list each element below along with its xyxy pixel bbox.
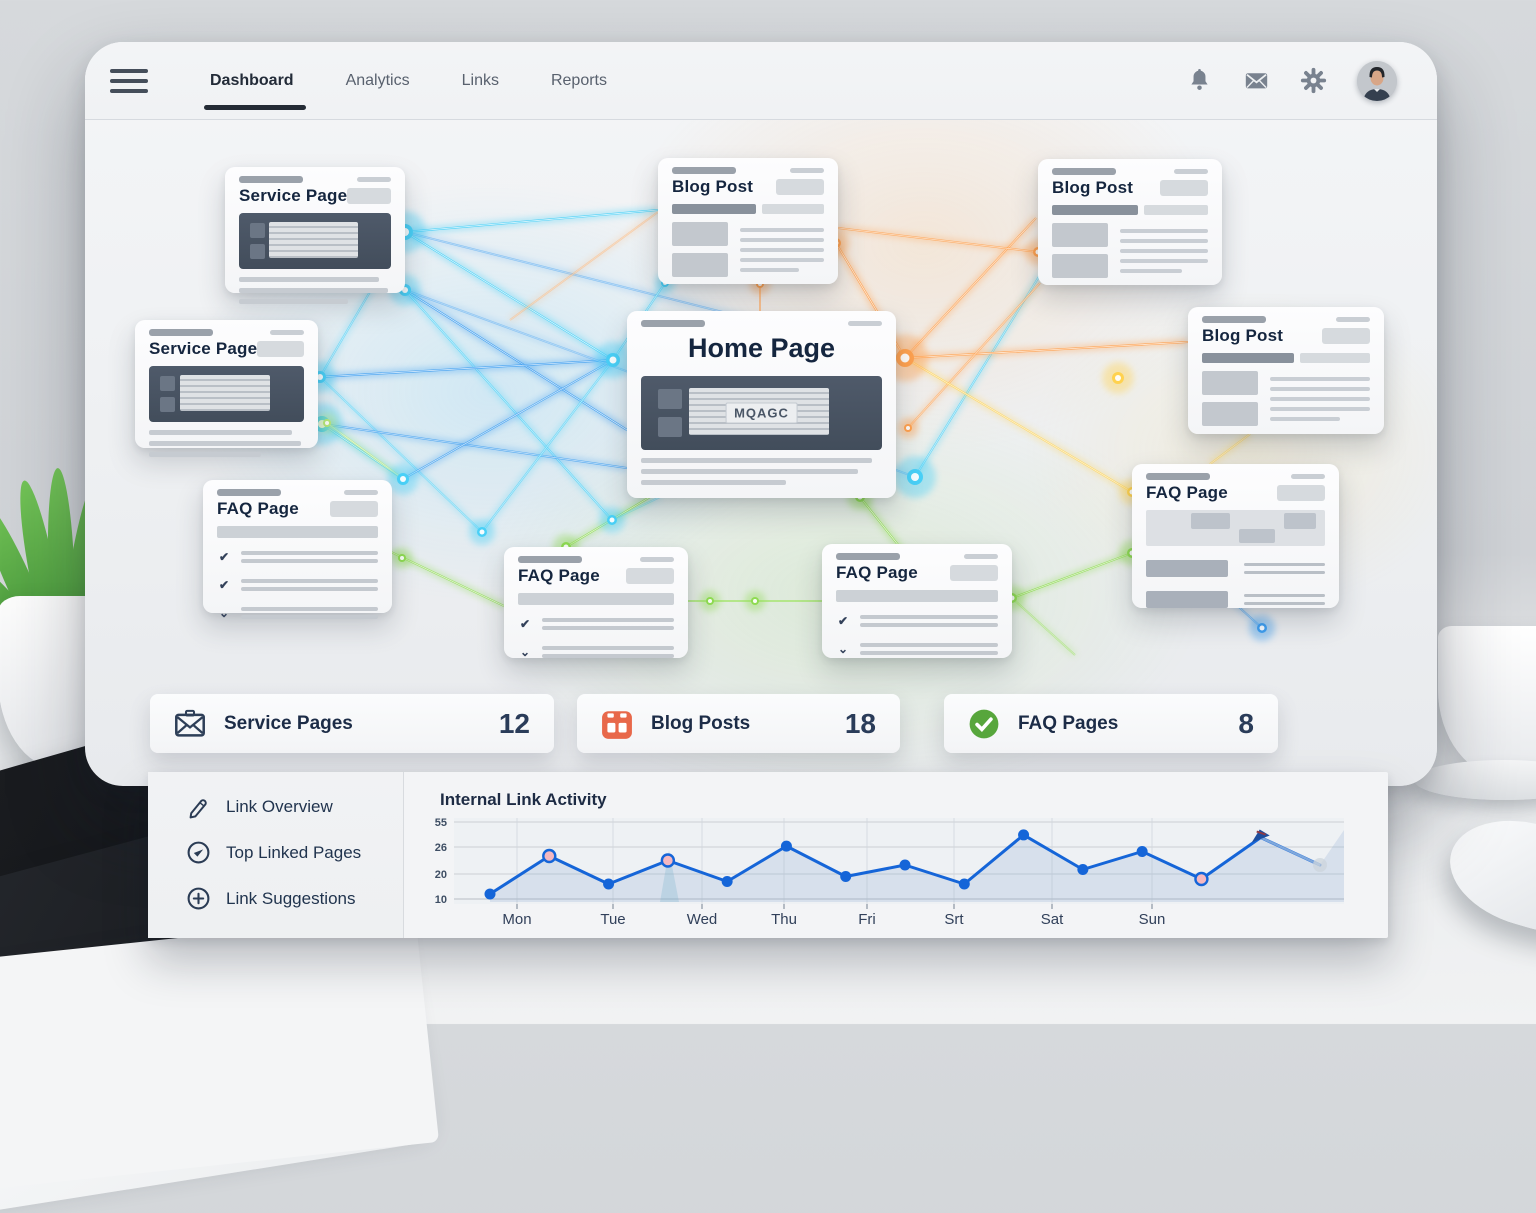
stat-value: 12 bbox=[498, 707, 530, 739]
svg-text:10: 10 bbox=[435, 894, 447, 906]
card-title: FAQ Page bbox=[836, 563, 918, 582]
card-title: Service Page bbox=[149, 339, 258, 358]
svg-text:Srt: Srt bbox=[944, 911, 964, 928]
menu-item-label: Link Overview bbox=[226, 796, 333, 816]
top-nav: Dashboard Analytics Links Reports bbox=[85, 42, 1437, 120]
page-card-blog-right[interactable]: Blog Post bbox=[1188, 307, 1384, 434]
desk-scene: Dashboard Analytics Links Reports bbox=[0, 0, 1536, 1024]
stat-card-service-pages[interactable]: Service Pages 12 bbox=[150, 694, 554, 753]
tab-links[interactable]: Links bbox=[460, 62, 501, 100]
page-card-faq-left[interactable]: FAQ Page ✔ ✔ ⌄ bbox=[203, 480, 392, 619]
svg-text:Sat: Sat bbox=[1041, 911, 1064, 928]
page-card-faq-center[interactable]: FAQ Page ✔ ⌄ bbox=[504, 547, 688, 658]
stat-label: Blog Posts bbox=[651, 712, 751, 734]
white-papers bbox=[0, 914, 432, 1212]
svg-text:26: 26 bbox=[435, 842, 447, 854]
card-title: Blog Post bbox=[1202, 326, 1284, 345]
stat-card-blog-posts[interactable]: Blog Posts 18 bbox=[577, 694, 900, 753]
app-window: Dashboard Analytics Links Reports bbox=[85, 42, 1437, 786]
stat-label: Service Pages bbox=[224, 712, 353, 734]
svg-text:Wed: Wed bbox=[687, 911, 718, 928]
svg-text:Sun: Sun bbox=[1139, 911, 1166, 928]
card-title: Blog Post bbox=[672, 177, 754, 196]
chart-title: Internal Link Activity bbox=[440, 790, 607, 809]
svg-text:Mon: Mon bbox=[502, 911, 531, 928]
menu-item-link-suggestions[interactable]: Link Suggestions bbox=[186, 886, 403, 911]
stat-value: 18 bbox=[844, 707, 876, 739]
page-card-service-top-left[interactable]: Service Page bbox=[225, 167, 405, 304]
bottom-panel: Link Overview Top Linked Pages Link Sugg… bbox=[148, 772, 1388, 938]
title-pill bbox=[1160, 180, 1208, 196]
card-title: Blog Post bbox=[1052, 178, 1134, 197]
title-pill bbox=[1277, 485, 1325, 501]
title-pill bbox=[1322, 328, 1370, 344]
tab-dashboard[interactable]: Dashboard bbox=[204, 62, 306, 110]
card-title: FAQ Page bbox=[1146, 483, 1228, 502]
tab-analytics[interactable]: Analytics bbox=[344, 62, 412, 100]
svg-text:20: 20 bbox=[435, 869, 447, 881]
svg-text:Thu: Thu bbox=[771, 911, 797, 928]
tab-label: Analytics bbox=[345, 71, 410, 89]
mail-icon[interactable] bbox=[1243, 67, 1270, 94]
panel-menu: Link Overview Top Linked Pages Link Sugg… bbox=[148, 772, 404, 938]
nav-tabs: Dashboard Analytics Links Reports bbox=[204, 62, 609, 110]
card-title: FAQ Page bbox=[518, 566, 600, 585]
stat-value: 8 bbox=[1238, 707, 1254, 739]
page-card-home[interactable]: Home Page MQAGC bbox=[627, 311, 896, 498]
page-card-faq-center-right[interactable]: FAQ Page ✔ ⌄ bbox=[822, 544, 1012, 658]
card-title: Service Page bbox=[239, 186, 348, 205]
tab-label: Links bbox=[461, 71, 499, 89]
title-pill bbox=[776, 179, 824, 195]
menu-item-label: Link Suggestions bbox=[226, 888, 356, 908]
card-title: FAQ Page bbox=[217, 499, 299, 518]
nav-actions bbox=[1186, 60, 1397, 101]
user-avatar[interactable] bbox=[1357, 60, 1397, 101]
menu-icon[interactable] bbox=[110, 68, 148, 93]
envelope-icon bbox=[175, 709, 205, 737]
card-title: Home Page bbox=[687, 333, 836, 363]
page-card-faq-right[interactable]: FAQ Page bbox=[1132, 464, 1339, 608]
tab-label: Reports bbox=[550, 71, 607, 89]
internal-link-activity-chart: 55 26 20 10 Mon Tue Wed Thu Fri Srt Sat Sun bbox=[435, 817, 1344, 928]
bell-icon[interactable] bbox=[1186, 67, 1213, 94]
check-circle-icon bbox=[187, 841, 210, 864]
page-card-service-left[interactable]: Service Page bbox=[135, 320, 318, 457]
title-pill bbox=[950, 565, 998, 581]
coffee-cup bbox=[1438, 626, 1536, 778]
menu-item-link-overview[interactable]: Link Overview bbox=[186, 794, 403, 819]
title-pill bbox=[347, 188, 391, 204]
page-card-blog-top-center[interactable]: Blog Post bbox=[658, 158, 838, 284]
svg-text:Fri: Fri bbox=[858, 911, 876, 928]
menu-item-top-linked-pages[interactable]: Top Linked Pages bbox=[186, 840, 403, 865]
stat-label: FAQ Pages bbox=[1018, 712, 1119, 734]
menu-item-label: Top Linked Pages bbox=[226, 842, 362, 862]
plus-circle-icon bbox=[187, 887, 210, 910]
gear-icon[interactable] bbox=[1300, 67, 1327, 94]
title-pill bbox=[626, 568, 674, 584]
svg-text:55: 55 bbox=[435, 817, 447, 829]
book-icon bbox=[602, 710, 632, 739]
title-pill bbox=[330, 501, 378, 517]
svg-text:Tue: Tue bbox=[600, 911, 625, 928]
tab-label: Dashboard bbox=[210, 71, 294, 89]
pencil-link-icon bbox=[189, 799, 207, 819]
title-pill bbox=[257, 341, 304, 357]
computer-mouse bbox=[1437, 803, 1536, 951]
stat-card-faq-pages[interactable]: FAQ Pages 8 bbox=[944, 694, 1278, 753]
home-image-label: MQAGC bbox=[725, 402, 798, 424]
check-circle-icon bbox=[969, 709, 999, 738]
page-card-blog-top-right[interactable]: Blog Post bbox=[1038, 159, 1222, 285]
tab-reports[interactable]: Reports bbox=[549, 62, 609, 100]
